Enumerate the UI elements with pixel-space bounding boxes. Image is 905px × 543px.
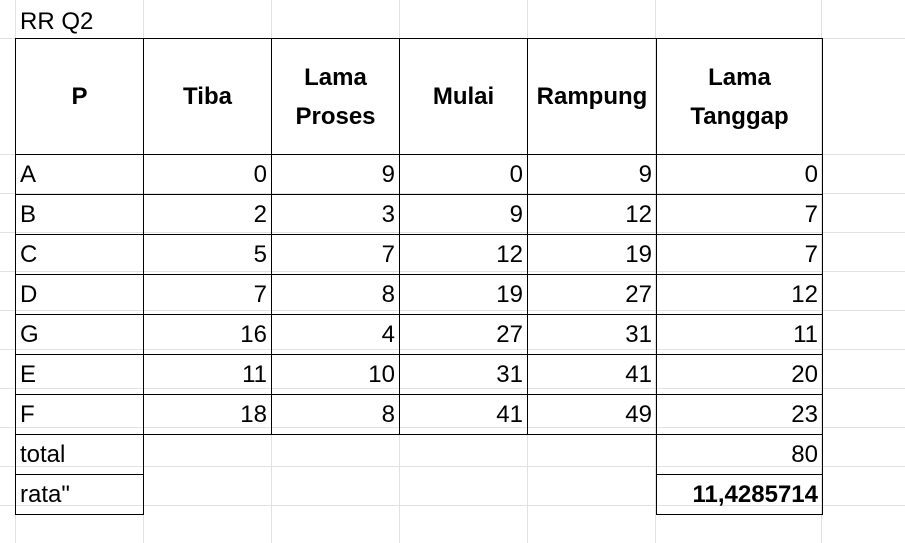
round-robin-table: P Tiba Lama Proses Mulai Rampung Lama Ta… bbox=[15, 38, 823, 515]
empty-cell[interactable] bbox=[272, 475, 400, 515]
cell-lama-tanggap[interactable]: 7 bbox=[656, 234, 823, 275]
cell-tiba[interactable]: 16 bbox=[143, 314, 272, 355]
cell-lama-tanggap[interactable]: 23 bbox=[656, 394, 823, 435]
empty-cell[interactable] bbox=[400, 475, 528, 515]
header-cell-mulai[interactable]: Mulai bbox=[399, 38, 528, 155]
header-cell-lama-proses[interactable]: Lama Proses bbox=[271, 38, 400, 155]
average-label[interactable]: rata" bbox=[15, 474, 144, 515]
cell-process[interactable]: G bbox=[15, 314, 144, 355]
total-row: total 80 bbox=[15, 434, 823, 475]
cell-lama-tanggap[interactable]: 20 bbox=[656, 354, 823, 395]
cell-lama-tanggap[interactable]: 7 bbox=[656, 194, 823, 235]
cell-lama-proses[interactable]: 10 bbox=[271, 354, 400, 395]
average-row: rata" 11,4285714 bbox=[15, 474, 823, 515]
cell-lama-proses[interactable]: 3 bbox=[271, 194, 400, 235]
cell-process[interactable]: A bbox=[15, 154, 144, 195]
cell-mulai[interactable]: 31 bbox=[399, 354, 528, 395]
table-row: A 0 9 0 9 0 bbox=[15, 154, 823, 195]
empty-cell[interactable] bbox=[272, 435, 400, 475]
cell-rampung[interactable]: 49 bbox=[527, 394, 657, 435]
cell-process[interactable]: C bbox=[15, 234, 144, 275]
table-row: F 18 8 41 49 23 bbox=[15, 394, 823, 435]
header-cell-lama-tanggap[interactable]: Lama Tanggap bbox=[656, 38, 823, 155]
cell-mulai[interactable]: 0 bbox=[399, 154, 528, 195]
cell-mulai[interactable]: 41 bbox=[399, 394, 528, 435]
cell-process[interactable]: F bbox=[15, 394, 144, 435]
table-row: G 16 4 27 31 11 bbox=[15, 314, 823, 355]
cell-mulai[interactable]: 19 bbox=[399, 274, 528, 315]
cell-mulai[interactable]: 9 bbox=[399, 194, 528, 235]
header-row: P Tiba Lama Proses Mulai Rampung Lama Ta… bbox=[15, 38, 823, 155]
table-row: D 7 8 19 27 12 bbox=[15, 274, 823, 315]
table-row: E 11 10 31 41 20 bbox=[15, 354, 823, 395]
cell-tiba[interactable]: 5 bbox=[143, 234, 272, 275]
cell-lama-tanggap[interactable]: 12 bbox=[656, 274, 823, 315]
cell-rampung[interactable]: 31 bbox=[527, 314, 657, 355]
cell-rampung[interactable]: 12 bbox=[527, 194, 657, 235]
header-cell-rampung[interactable]: Rampung bbox=[527, 38, 657, 155]
cell-mulai[interactable]: 27 bbox=[399, 314, 528, 355]
cell-process[interactable]: B bbox=[15, 194, 144, 235]
cell-lama-tanggap[interactable]: 11 bbox=[656, 314, 823, 355]
cell-tiba[interactable]: 18 bbox=[143, 394, 272, 435]
cell-tiba[interactable]: 0 bbox=[143, 154, 272, 195]
cell-rampung[interactable]: 19 bbox=[527, 234, 657, 275]
cell-process[interactable]: D bbox=[15, 274, 144, 315]
empty-cell[interactable] bbox=[400, 435, 528, 475]
total-value[interactable]: 80 bbox=[656, 434, 823, 475]
empty-cell[interactable] bbox=[144, 435, 272, 475]
cell-lama-proses[interactable]: 7 bbox=[271, 234, 400, 275]
cell-mulai[interactable]: 12 bbox=[399, 234, 528, 275]
cell-lama-tanggap[interactable]: 0 bbox=[656, 154, 823, 195]
cell-lama-proses[interactable]: 4 bbox=[271, 314, 400, 355]
cell-rampung[interactable]: 27 bbox=[527, 274, 657, 315]
cell-lama-proses[interactable]: 8 bbox=[271, 274, 400, 315]
header-cell-tiba[interactable]: Tiba bbox=[143, 38, 272, 155]
cell-lama-proses[interactable]: 8 bbox=[271, 394, 400, 435]
cell-process[interactable]: E bbox=[15, 354, 144, 395]
empty-cell[interactable] bbox=[528, 435, 657, 475]
cell-lama-proses[interactable]: 9 bbox=[271, 154, 400, 195]
header-cell-p[interactable]: P bbox=[15, 38, 144, 155]
cell-tiba[interactable]: 7 bbox=[143, 274, 272, 315]
total-label[interactable]: total bbox=[15, 434, 144, 475]
empty-cell[interactable] bbox=[528, 475, 657, 515]
table-row: B 2 3 9 12 7 bbox=[15, 194, 823, 235]
cell-rampung[interactable]: 9 bbox=[527, 154, 657, 195]
cell-rampung[interactable]: 41 bbox=[527, 354, 657, 395]
sheet-title[interactable]: RR Q2 bbox=[20, 8, 94, 35]
cell-tiba[interactable]: 2 bbox=[143, 194, 272, 235]
average-value[interactable]: 11,4285714 bbox=[656, 474, 823, 515]
cell-tiba[interactable]: 11 bbox=[143, 354, 272, 395]
table-row: C 5 7 12 19 7 bbox=[15, 234, 823, 275]
empty-cell[interactable] bbox=[144, 475, 272, 515]
